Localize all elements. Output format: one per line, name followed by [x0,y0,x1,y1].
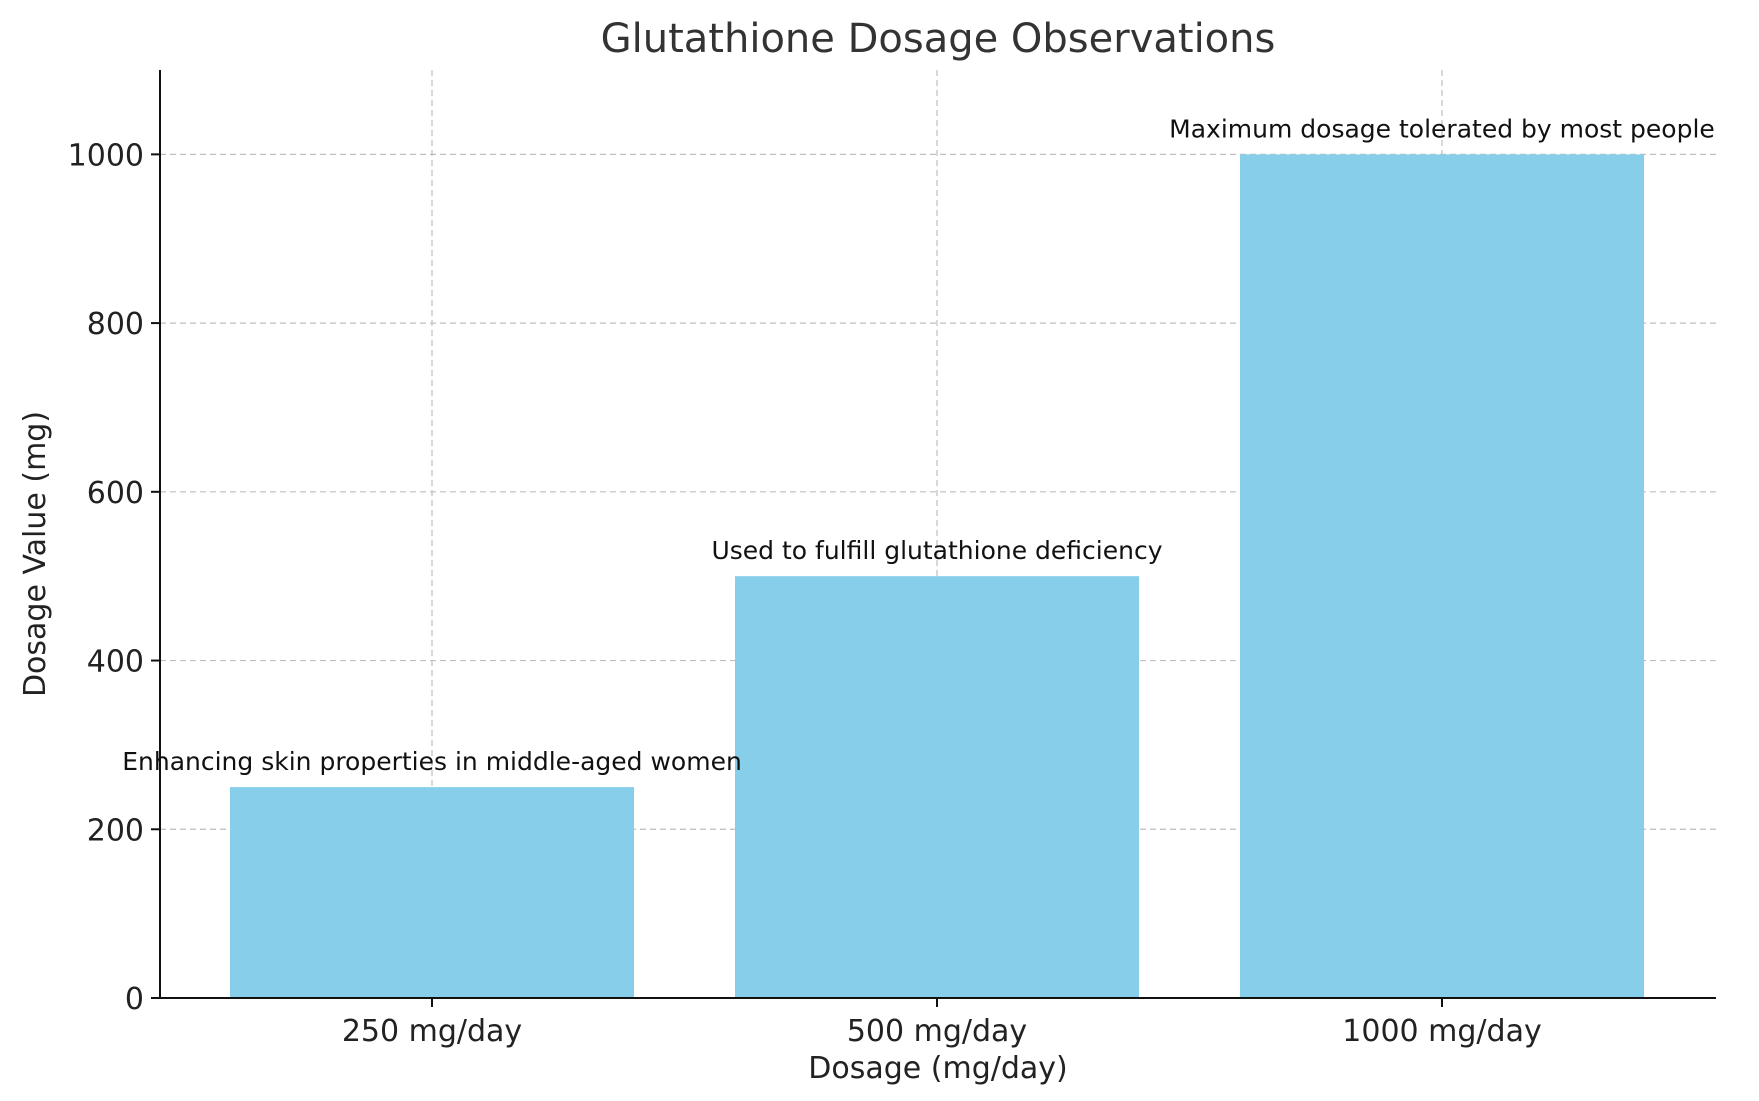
bar [1240,154,1644,998]
x-tick-label: 1000 mg/day [1342,1014,1541,1049]
bars-layer [230,154,1644,998]
bar-annotation: Maximum dosage tolerated by most people [1169,114,1715,143]
y-tick-label: 0 [125,982,144,1017]
y-tick-label: 1000 [68,138,144,173]
bar [735,576,1139,998]
y-axis-label: Dosage Value (mg) [18,411,53,697]
x-tick-label: 250 mg/day [342,1014,522,1049]
bar [230,787,634,998]
ticks-layer: 0 200 400 600 800 1000 250 mg/day 500 mg/day 100… [68,138,1542,1049]
y-tick-label: 600 [87,476,144,511]
bar-annotation: Enhancing skin properties in middle-aged… [122,747,742,776]
annotations-layer: Enhancing skin properties in middle-aged… [122,114,1715,776]
y-tick-label: 800 [87,307,144,342]
bar-annotation: Used to fulfill glutathione deficiency [711,536,1162,565]
y-tick-label: 400 [87,645,144,680]
x-tick-label: 500 mg/day [847,1014,1027,1049]
chart-title: Glutathione Dosage Observations [601,16,1276,62]
x-axis-label: Dosage (mg/day) [808,1051,1067,1086]
y-tick-label: 200 [87,813,144,848]
